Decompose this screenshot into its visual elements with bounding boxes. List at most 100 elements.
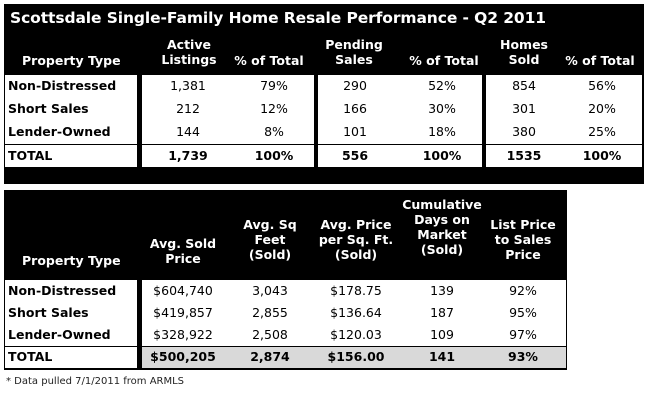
days-on-market: 139	[430, 283, 454, 298]
price-per-sqft-total: $156.00	[327, 349, 385, 364]
active-pct-total: 100%	[254, 148, 294, 163]
row-label: Short Sales	[8, 101, 89, 116]
header-line: List Price	[490, 217, 556, 232]
header-property-type: Property Type	[22, 53, 121, 68]
table-title: Scottsdale Single-Family Home Resale Per…	[10, 9, 546, 27]
pending-pct: 18%	[428, 124, 456, 139]
active-pct: 12%	[260, 101, 288, 116]
header-pct-total-active: % of Total	[234, 53, 304, 68]
header-homes-line1: Homes	[500, 37, 548, 52]
active-pct: 79%	[260, 78, 288, 93]
total-label: TOTAL	[8, 148, 53, 163]
days-on-market-total: 141	[428, 349, 456, 364]
header-list-to-sales: List Price to Sales Price	[482, 217, 564, 262]
total-divider	[5, 144, 137, 145]
header-pending-line2: Sales	[335, 52, 373, 67]
pending-pct-total: 100%	[422, 148, 462, 163]
header-avg-sold-price: Avg. Sold Price	[142, 236, 224, 266]
header-line: Price	[505, 247, 541, 262]
pending-sales-group: 290 52% 166 30% 101 18% 556 100%	[318, 75, 482, 167]
header-line: Avg. Sq	[243, 217, 297, 232]
active-value: 1,381	[170, 78, 206, 93]
avg-price-total: $500,205	[150, 349, 216, 364]
header-property-type-2: Property Type	[22, 253, 121, 268]
header-line: (Sold)	[334, 247, 378, 262]
list-to-sales-ratio: 97%	[509, 327, 537, 342]
header-line: per Sq. Ft.	[318, 232, 394, 247]
total-divider	[142, 346, 566, 347]
list-to-sales-ratio: 92%	[509, 283, 537, 298]
days-on-market: 187	[430, 305, 454, 320]
row-label: Non-Distressed	[8, 78, 117, 93]
total-divider	[486, 144, 642, 145]
total-row-shading	[142, 347, 566, 368]
row-label: Short Sales	[8, 305, 89, 320]
total-divider	[318, 144, 482, 145]
header-avg-price-sqft: Avg. Price per Sq. Ft. (Sold)	[308, 217, 404, 262]
header-active-line1: Active	[167, 37, 211, 52]
pending-pct: 52%	[428, 78, 456, 93]
row-label: Lender-Owned	[8, 327, 111, 342]
avg-sqft-total: 2,874	[250, 349, 290, 364]
sold-value: 854	[512, 78, 536, 93]
days-on-market: 109	[430, 327, 454, 342]
header-pct-total-pending: % of Total	[409, 53, 479, 68]
sold-total: 1535	[506, 148, 542, 163]
sold-value: 380	[512, 124, 536, 139]
avg-sqft: 2,855	[252, 305, 288, 320]
list-to-sales-ratio: 95%	[509, 305, 537, 320]
price-metrics-table: Property Type Avg. Sold Price Avg. Sq Fe…	[4, 190, 567, 370]
active-pct: 8%	[264, 124, 284, 139]
avg-price: $419,857	[153, 305, 213, 320]
label-column-2: Non-Distressed Short Sales Lender-Owned …	[5, 280, 137, 368]
homes-sold-group: 854 56% 301 20% 380 25% 1535 100%	[486, 75, 642, 167]
pending-value: 290	[343, 78, 367, 93]
header-pct-total-sold: % of Total	[565, 53, 635, 68]
header-line: Price	[165, 251, 201, 266]
price-per-sqft: $136.64	[330, 305, 382, 320]
header-cumulative-days: Cumulative Days on Market (Sold)	[400, 197, 484, 257]
header-line: (Sold)	[248, 247, 292, 262]
sold-pct: 20%	[588, 101, 616, 116]
price-per-sqft: $178.75	[330, 283, 382, 298]
list-to-sales-ratio-total: 93%	[508, 349, 538, 364]
pending-pct: 30%	[428, 101, 456, 116]
label-column: Non-Distressed Short Sales Lender-Owned …	[5, 75, 137, 167]
pending-value: 101	[343, 124, 367, 139]
header-line: Avg. Price	[320, 217, 392, 232]
resale-performance-table: Scottsdale Single-Family Home Resale Per…	[4, 4, 644, 184]
row-label: Lender-Owned	[8, 124, 111, 139]
row-label: Non-Distressed	[8, 283, 117, 298]
header-pending-sales: Pending Sales	[319, 37, 389, 67]
total-divider	[142, 144, 314, 145]
header-homes-line2: Sold	[508, 52, 540, 67]
header-line: Cumulative	[402, 197, 482, 212]
header-line: (Sold)	[420, 242, 464, 257]
active-listings-group: 1,381 79% 212 12% 144 8% 1,739 100%	[142, 75, 314, 167]
sold-pct-total: 100%	[582, 148, 622, 163]
header-avg-sq-feet: Avg. Sq Feet (Sold)	[234, 217, 306, 262]
sold-pct: 25%	[588, 124, 616, 139]
total-label: TOTAL	[8, 349, 53, 364]
active-value: 212	[176, 101, 200, 116]
header-line: Days on	[414, 212, 470, 227]
avg-price: $604,740	[153, 283, 213, 298]
header-line: Feet	[254, 232, 286, 247]
header-pending-line1: Pending	[325, 37, 383, 52]
pending-value: 166	[343, 101, 367, 116]
header-homes-sold: Homes Sold	[494, 37, 554, 67]
header-active-listings: Active Listings	[154, 37, 224, 67]
active-total: 1,739	[168, 148, 208, 163]
avg-sqft: 3,043	[252, 283, 288, 298]
sold-pct: 56%	[588, 78, 616, 93]
header-line: Market	[417, 227, 467, 242]
metrics-data-block: $604,740 3,043 $178.75 139 92% $419,857 …	[142, 280, 566, 368]
header-line: Avg. Sold	[149, 236, 217, 251]
total-divider	[5, 346, 137, 347]
pending-total: 556	[341, 148, 369, 163]
active-value: 144	[176, 124, 200, 139]
avg-sqft: 2,508	[252, 327, 288, 342]
header-line: to Sales	[494, 232, 552, 247]
footnote: * Data pulled 7/1/2011 from ARMLS	[6, 376, 185, 387]
